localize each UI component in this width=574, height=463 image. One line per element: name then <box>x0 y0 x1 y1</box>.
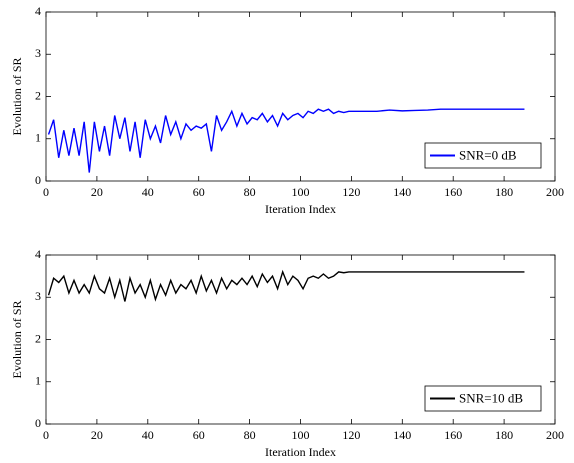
y-tick-label: 3 <box>35 289 41 303</box>
x-axis-label: Iteration Index <box>265 445 336 459</box>
x-tick-label: 80 <box>244 185 256 199</box>
x-tick-label: 0 <box>43 185 49 199</box>
y-tick-label: 4 <box>35 247 41 261</box>
x-tick-label: 160 <box>444 428 462 442</box>
x-tick-label: 180 <box>495 185 513 199</box>
x-tick-label: 200 <box>546 185 564 199</box>
y-tick-label: 4 <box>35 4 41 18</box>
x-tick-label: 40 <box>142 428 154 442</box>
plot-frame <box>45 11 556 182</box>
y-axis-label: Evolution of SR <box>10 57 24 135</box>
x-tick-label: 160 <box>444 185 462 199</box>
y-tick-label: 0 <box>35 173 41 187</box>
data-line <box>47 108 525 173</box>
x-tick-label: 100 <box>292 185 310 199</box>
plot-frame <box>45 254 556 425</box>
x-tick-label: 20 <box>91 185 103 199</box>
data-line <box>47 269 525 302</box>
x-tick-label: 120 <box>342 185 360 199</box>
x-tick-label: 0 <box>43 428 49 442</box>
x-tick-label: 180 <box>495 428 513 442</box>
y-tick-label: 2 <box>35 331 41 345</box>
x-axis-label: Iteration Index <box>265 202 336 216</box>
x-tick-label: 140 <box>393 185 411 199</box>
y-tick-label: 1 <box>35 131 41 145</box>
x-tick-label: 80 <box>244 428 256 442</box>
y-tick-label: 3 <box>35 46 41 60</box>
x-tick-label: 60 <box>193 185 205 199</box>
x-tick-label: 60 <box>193 428 205 442</box>
y-tick-label: 1 <box>35 374 41 388</box>
y-axis-label: Evolution of SR <box>10 300 24 378</box>
x-tick-label: 100 <box>292 428 310 442</box>
y-tick-label: 0 <box>35 416 41 430</box>
legend-label: SNR=0 dB <box>459 147 517 162</box>
x-tick-label: 40 <box>142 185 154 199</box>
x-tick-label: 140 <box>393 428 411 442</box>
x-tick-label: 120 <box>342 428 360 442</box>
x-tick-label: 200 <box>546 428 564 442</box>
y-tick-label: 2 <box>35 88 41 102</box>
x-tick-label: 20 <box>91 428 103 442</box>
legend-label: SNR=10 dB <box>459 390 523 405</box>
